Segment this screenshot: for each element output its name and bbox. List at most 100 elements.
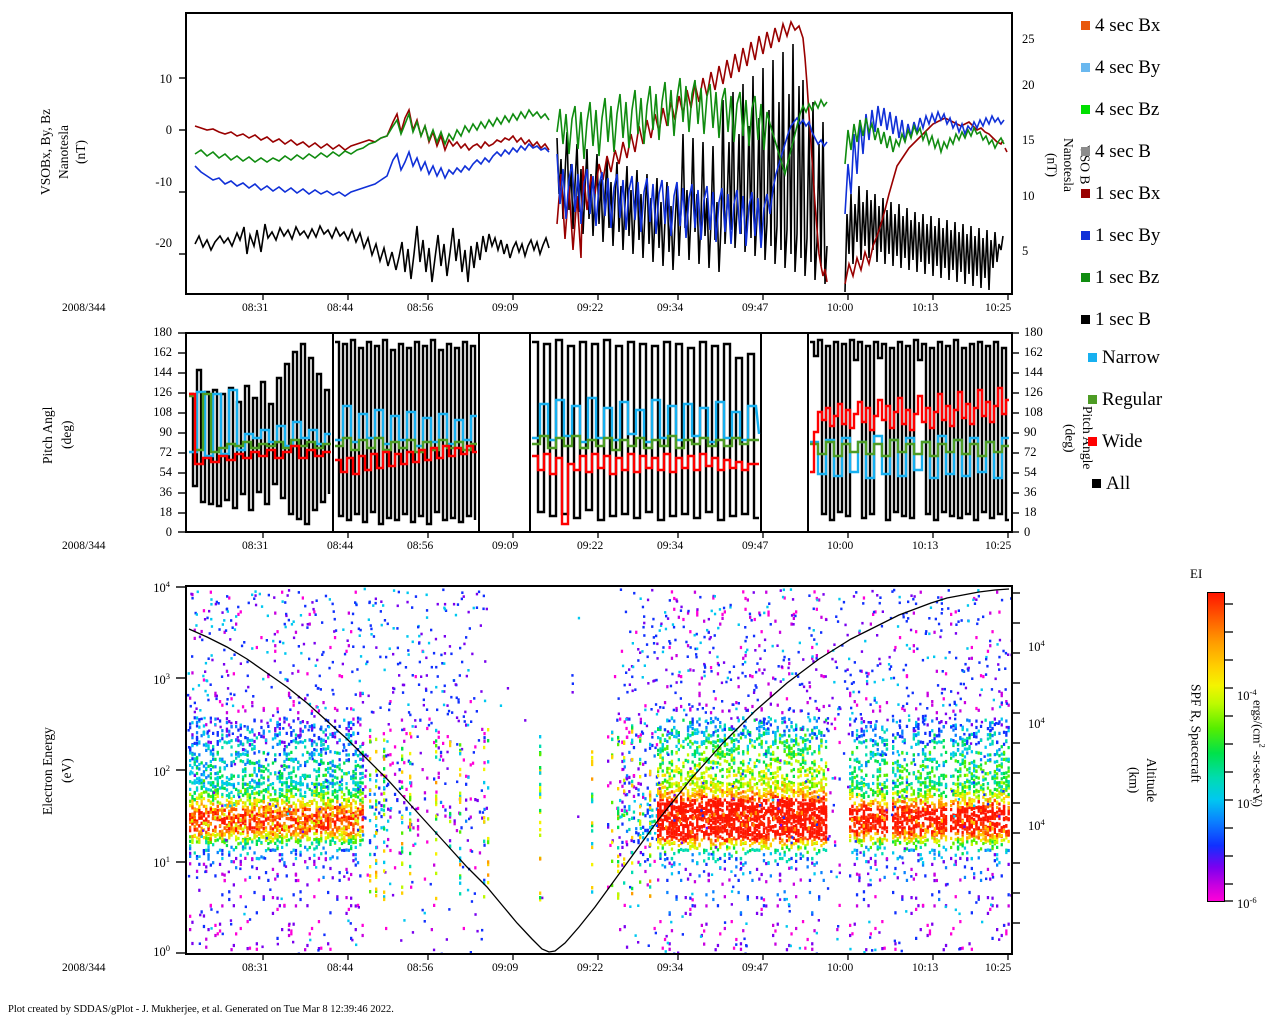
panel2-xtick-7: 10:00 (827, 540, 854, 552)
panel3-ytick-right-1: 104 (1028, 715, 1045, 732)
panel2-xtick-5: 09:34 (657, 540, 684, 552)
colorbar-tick-1e-6: 10-6 (1237, 895, 1257, 912)
panel3-xtick-4: 09:22 (577, 962, 604, 974)
panel2-ytick-right-54: 54 (1024, 465, 1037, 479)
panel2-ylabel-right-line1: Pitch Angle (1080, 406, 1096, 470)
panel3-xtick-7: 10:00 (827, 962, 854, 974)
panel1-xtick-8: 10:13 (912, 302, 939, 314)
panel2-ytick-right-90: 90 (1024, 425, 1037, 439)
legend-item-narrow[interactable]: Narrow (1088, 348, 1160, 367)
panel1-ylabel-right-line1: VSO B (1077, 145, 1093, 185)
colorbar-tickmarks (1225, 603, 1233, 902)
panel2-date-label: 2008/344 (62, 540, 106, 552)
panel2-data-svg (189, 334, 1009, 531)
legend-swatch-icon (1081, 189, 1090, 198)
legend-label: 1 sec B (1095, 309, 1151, 330)
panel2-ylabel-right: (deg) Pitch Angle (1062, 398, 1096, 478)
panel3-ytick-1e3: 103 (153, 671, 170, 688)
legend-swatch-icon (1088, 437, 1097, 446)
legend-item-4sec-b[interactable]: 4 sec B (1081, 142, 1151, 161)
panel1-ytick-right-10: 10 (1022, 189, 1035, 203)
panel2-ytick-right-126: 126 (1024, 385, 1043, 399)
legend-label: 4 sec Bx (1095, 15, 1161, 36)
panel3-ylabel-right-line3: (km) (1126, 766, 1142, 794)
legend-label: 4 sec Bz (1095, 99, 1160, 120)
panel1-left-ticks (179, 77, 187, 255)
legend-item-4sec-by[interactable]: 4 sec By (1081, 58, 1160, 77)
panel1-ylabel-left-line3: (nT) (73, 140, 89, 164)
panel2-xtick-labels: 08:31 08:44 08:56 09:09 09:22 09:34 09:4… (185, 540, 1013, 554)
panel3-ylabel-left: Electron Energy (eV) (40, 706, 74, 836)
panel2-ytick-162: 162 (153, 345, 172, 359)
panel1-xtick-labels: 08:31 08:44 08:56 09:09 09:22 09:34 09:4… (185, 302, 1013, 316)
panel3-ylabel-right-line1: SPF R, Spacecraft (1188, 684, 1204, 783)
panel1-xtick-5: 09:34 (657, 302, 684, 314)
panel1-ytick-left-10: 10 (159, 72, 173, 86)
panel2-ytick-144: 144 (153, 365, 172, 379)
legend-swatch-icon (1081, 63, 1090, 72)
panel1-ylabel-left-line2: Nanotesla (55, 125, 71, 179)
panel1-ytick-left-m10: -10 (155, 175, 172, 189)
legend-item-wide[interactable]: Wide (1088, 432, 1142, 451)
legend-label: 1 sec Bz (1095, 267, 1160, 288)
panel3-xtick-8: 10:13 (912, 962, 939, 974)
legend-label: Regular (1102, 389, 1163, 410)
panel3-ytick-right-0: 104 (1028, 638, 1045, 655)
legend-item-1sec-b[interactable]: 1 sec B (1081, 310, 1151, 329)
panel1-xtick-7: 10:00 (827, 302, 854, 314)
figure-footer: Plot created by SDDAS/gPlot - J. Mukherj… (8, 1004, 394, 1015)
panel2-ytick-0: 0 (165, 525, 172, 539)
panel1-ylabel-left-line1: VSOBx, By, Bz (38, 108, 53, 196)
legend-item-all[interactable]: All (1092, 474, 1130, 493)
panel2-ylabel-left: Pitch Angl (deg) (40, 392, 74, 478)
panel3-ytick-1e0: 100 (153, 943, 170, 960)
panel3-xtick-labels: 08:31 08:44 08:56 09:09 09:22 09:34 09:4… (185, 962, 1013, 976)
panel2-xtick-1: 08:44 (327, 540, 354, 552)
legend-item-4sec-bx[interactable]: 4 sec Bx (1081, 16, 1160, 35)
panel1-ylabel-right-line3: (nT) (1044, 153, 1060, 177)
legend-label: 1 sec Bx (1095, 183, 1161, 204)
panel2-ytick-54: 54 (159, 465, 173, 479)
panel3-ylabel-left-line1: Electron Energy (40, 727, 55, 815)
panel1-data-svg (194, 19, 1008, 293)
panel1-xtick-6: 09:47 (742, 302, 769, 314)
panel3-xtick-9: 10:25 (985, 962, 1012, 974)
panel1-xtick-2: 08:56 (407, 302, 434, 314)
panel2-ylabel-right-line2: (deg) (1062, 423, 1078, 453)
legend-swatch-icon (1081, 105, 1090, 114)
panel1-xtick-1: 08:44 (327, 302, 354, 314)
panel2-left-tickmarks (178, 332, 186, 533)
legend-item-4sec-bz[interactable]: 4 sec Bz (1081, 100, 1159, 119)
panel2-xtick-8: 10:13 (912, 540, 939, 552)
panel2-ylabel-left-line1: Pitch Angl (40, 406, 55, 464)
legend-item-1sec-bx[interactable]: 1 sec Bx (1081, 184, 1160, 203)
panel1-xtick-3: 09:09 (492, 302, 519, 314)
legend-swatch-icon (1081, 21, 1090, 30)
panel1-ylabel-right-line2: Nanotesla (1061, 138, 1077, 192)
panel1-ylabel-left: VSOBx, By, Bz Nanotesla (nT) (38, 62, 89, 242)
legend-label: All (1106, 473, 1131, 494)
panel1-ytick-right-5: 5 (1022, 244, 1029, 258)
panel3-date-label: 2008/344 (62, 962, 106, 974)
panel2-xtick-9: 10:25 (985, 540, 1012, 552)
panel2-xtick-2: 08:56 (407, 540, 434, 552)
panel2-ytick-right-18: 18 (1024, 505, 1037, 519)
panel1-xtick-4: 09:22 (577, 302, 604, 314)
panel2-ytick-right-72: 72 (1024, 445, 1037, 459)
panel3-plot-frame (185, 585, 1013, 955)
legend-swatch-icon (1092, 479, 1101, 488)
legend-label: Narrow (1102, 347, 1161, 368)
legend-swatch-icon (1088, 395, 1097, 404)
panel2-ytick-right-36: 36 (1024, 485, 1037, 499)
panel3-ylabel-right-line1-wrap: SPF R, Spacecraft (1188, 684, 1204, 844)
legend-item-regular[interactable]: Regular (1088, 390, 1162, 409)
panel3-xtick-5: 09:34 (657, 962, 684, 974)
legend-label: Wide (1102, 431, 1143, 452)
panel3-right-tickmarks (1011, 592, 1020, 924)
legend-item-1sec-by[interactable]: 1 sec By (1081, 226, 1160, 245)
panel1-ytick-right-25: 25 (1022, 32, 1035, 46)
legend-item-1sec-bz[interactable]: 1 sec Bz (1081, 268, 1159, 287)
legend-label: 4 sec B (1095, 141, 1151, 162)
panel2-ytick-90: 90 (159, 425, 173, 439)
legend-swatch-icon (1081, 231, 1090, 240)
